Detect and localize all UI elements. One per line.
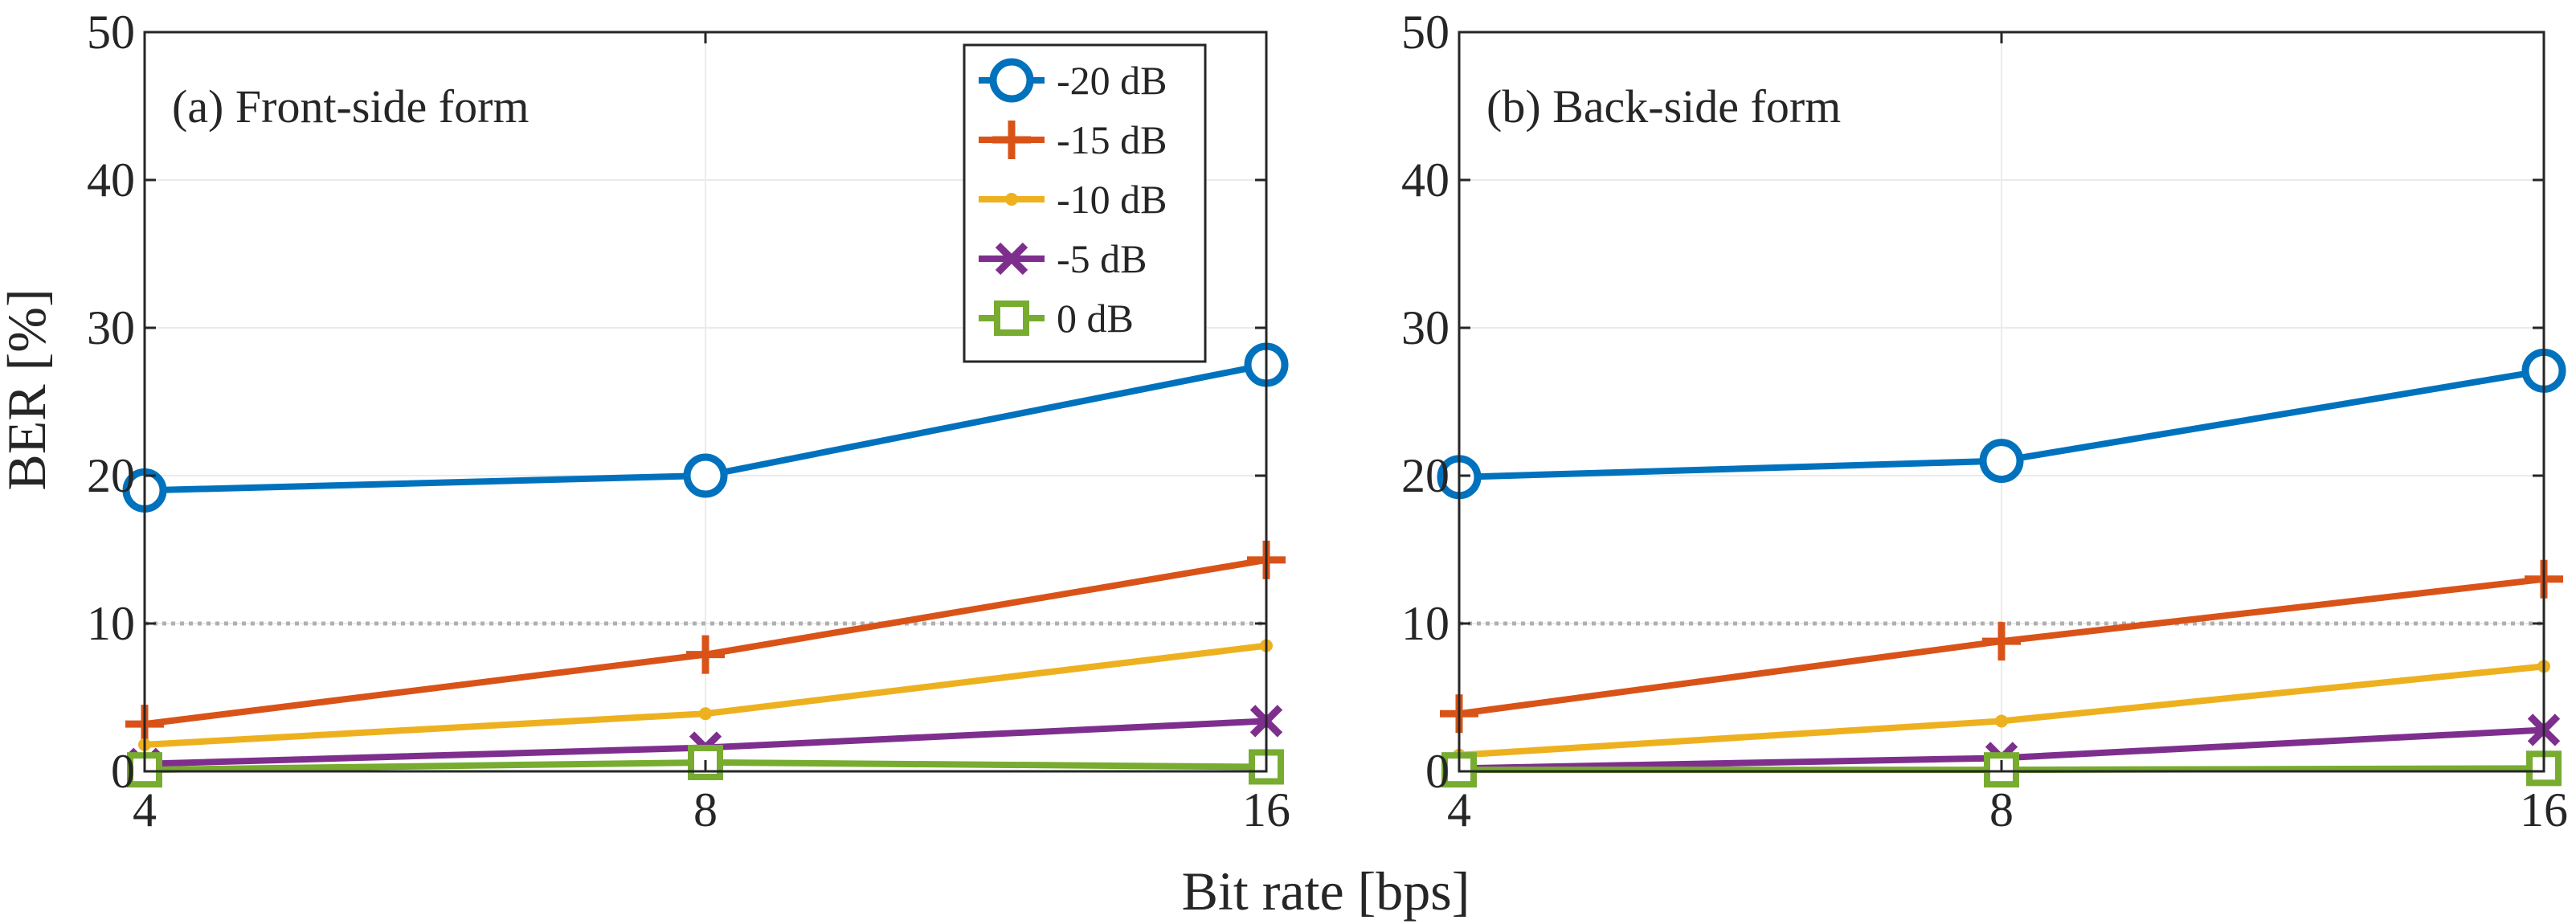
x-tick-label: 8 xyxy=(693,783,718,836)
x-tick-label: 4 xyxy=(133,783,157,836)
panel-front-side: 0 10 20 30 40 50 4 8 16 (a) Front-side form -20 dB… xyxy=(87,6,1290,836)
y-tick-label: 10 xyxy=(1401,597,1450,650)
x-axis-label: Bit rate [bps] xyxy=(1182,861,1470,922)
x-tick-label: 16 xyxy=(2520,783,2568,836)
y-tick-label: 0 xyxy=(111,745,135,798)
y-tick-label: 30 xyxy=(87,301,135,354)
legend-marker xyxy=(995,242,1028,276)
y-axis-label: BER [%] xyxy=(0,288,57,490)
data-point xyxy=(699,707,712,721)
data-point xyxy=(683,453,728,498)
legend-label: -15 dB xyxy=(1057,117,1167,162)
legend-label: 0 dB xyxy=(1057,296,1134,341)
data-point xyxy=(686,635,725,674)
y-tick-label: 40 xyxy=(1401,153,1450,206)
y-tick-label: 30 xyxy=(1401,301,1450,354)
legend-item: -20 dB xyxy=(979,58,1167,103)
legend-label: -5 dB xyxy=(1057,236,1147,281)
panel-back-side: 0 10 20 30 40 50 4 8 16 (b) Back-side form xyxy=(1401,6,2568,836)
legend-label: -20 dB xyxy=(1057,58,1167,103)
y-tick-label: 20 xyxy=(87,449,135,502)
legend-marker xyxy=(989,58,1034,103)
legend-marker xyxy=(994,301,1029,336)
panel-title: (b) Back-side form xyxy=(1486,80,1841,133)
data-point xyxy=(1979,439,2024,484)
data-point xyxy=(1984,752,2019,788)
x-tick-label: 16 xyxy=(1242,783,1290,836)
y-tick-label: 0 xyxy=(1425,745,1450,798)
y-tick-label: 10 xyxy=(87,597,135,650)
y-tick-label: 20 xyxy=(1401,449,1450,502)
legend-marker xyxy=(1005,193,1018,206)
data-point xyxy=(1982,622,2021,661)
x-tick-label: 4 xyxy=(1447,783,1471,836)
y-tick-label: 50 xyxy=(87,6,135,59)
legend-item: -15 dB xyxy=(979,117,1167,162)
legend-item: -10 dB xyxy=(979,177,1167,222)
y-tick-label: 40 xyxy=(87,153,135,206)
legend: -20 dB -15 dB -10 dB -5 dB 0 dB xyxy=(963,43,1207,363)
y-tick-label: 50 xyxy=(1401,6,1450,59)
x-tick-label: 8 xyxy=(1989,783,2014,836)
legend-item: -5 dB xyxy=(979,236,1147,281)
legend-item: 0 dB xyxy=(979,296,1134,341)
legend-label: -10 dB xyxy=(1057,177,1167,222)
legend-marker xyxy=(992,121,1031,159)
data-point xyxy=(1995,714,2008,728)
panel-title: (a) Front-side form xyxy=(172,80,530,133)
